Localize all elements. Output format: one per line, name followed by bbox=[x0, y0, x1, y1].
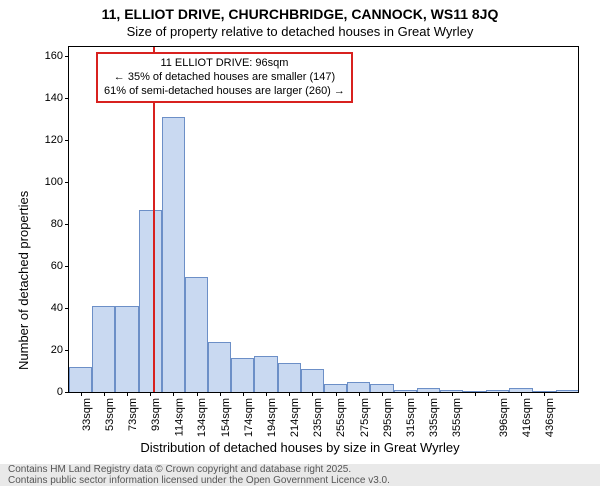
histogram-bar bbox=[301, 369, 324, 392]
y-tick-mark bbox=[65, 266, 69, 267]
y-tick-mark bbox=[65, 98, 69, 99]
histogram-bar bbox=[324, 384, 347, 392]
histogram-bar bbox=[231, 358, 254, 392]
histogram-bar bbox=[347, 382, 370, 392]
chart-title-desc: Size of property relative to detached ho… bbox=[0, 24, 600, 39]
footer-line: Contains public sector information licen… bbox=[0, 475, 600, 486]
y-tick-mark bbox=[65, 308, 69, 309]
x-tick: 114sqm bbox=[173, 392, 185, 436]
footer-line: Contains HM Land Registry data © Crown c… bbox=[0, 464, 600, 475]
histogram-bar bbox=[254, 356, 277, 392]
histogram-bar bbox=[162, 117, 185, 392]
x-tick: 315sqm bbox=[405, 392, 417, 437]
x-tick: 53sqm bbox=[104, 392, 116, 431]
callout-line: 11 ELLIOT DRIVE: 96sqm bbox=[104, 57, 345, 71]
y-tick-mark bbox=[65, 140, 69, 141]
property-callout: 11 ELLIOT DRIVE: 96sqm ← 35% of detached… bbox=[96, 52, 353, 103]
chart-title-address: 11, ELLIOT DRIVE, CHURCHBRIDGE, CANNOCK,… bbox=[0, 6, 600, 22]
callout-line: 61% of semi-detached houses are larger (… bbox=[104, 85, 345, 99]
x-tick: 295sqm bbox=[382, 392, 394, 437]
histogram-bar bbox=[556, 390, 579, 392]
footer: Contains HM Land Registry data © Crown c… bbox=[0, 464, 600, 486]
x-tick: 335sqm bbox=[428, 392, 440, 437]
y-tick-mark bbox=[65, 350, 69, 351]
histogram-bar bbox=[185, 277, 208, 392]
x-tick: 235sqm bbox=[312, 392, 324, 437]
plot-border-top bbox=[68, 46, 578, 47]
x-tick: 134sqm bbox=[197, 392, 209, 437]
callout-line: ← 35% of detached houses are smaller (14… bbox=[104, 71, 345, 85]
y-tick-mark bbox=[65, 224, 69, 225]
y-tick-mark bbox=[65, 182, 69, 183]
x-tick-mark bbox=[475, 392, 476, 396]
x-tick: 416sqm bbox=[521, 392, 533, 437]
x-tick: 214sqm bbox=[289, 392, 301, 437]
x-tick: 154sqm bbox=[220, 392, 232, 437]
histogram-bar bbox=[92, 306, 115, 392]
histogram-bar bbox=[208, 342, 231, 392]
x-tick: 436sqm bbox=[544, 392, 556, 437]
histogram-bar bbox=[69, 367, 92, 392]
histogram-bar bbox=[278, 363, 301, 392]
x-axis-label: Distribution of detached houses by size … bbox=[0, 440, 600, 455]
histogram-bar bbox=[139, 210, 162, 392]
x-tick: 73sqm bbox=[127, 392, 139, 431]
y-axis-label: Number of detached properties bbox=[16, 191, 31, 370]
x-tick: 194sqm bbox=[266, 392, 278, 437]
x-tick: 355sqm bbox=[452, 392, 464, 437]
y-tick-mark bbox=[65, 56, 69, 57]
histogram-bar bbox=[370, 384, 393, 392]
x-tick: 174sqm bbox=[243, 392, 255, 437]
plot-border-right bbox=[578, 46, 579, 392]
x-tick: 93sqm bbox=[150, 392, 162, 431]
x-tick: 396sqm bbox=[498, 392, 510, 437]
x-tick: 33sqm bbox=[81, 392, 93, 431]
histogram-bar bbox=[115, 306, 138, 392]
x-tick: 255sqm bbox=[336, 392, 348, 437]
y-tick-mark bbox=[65, 392, 69, 393]
x-tick: 275sqm bbox=[359, 392, 371, 437]
